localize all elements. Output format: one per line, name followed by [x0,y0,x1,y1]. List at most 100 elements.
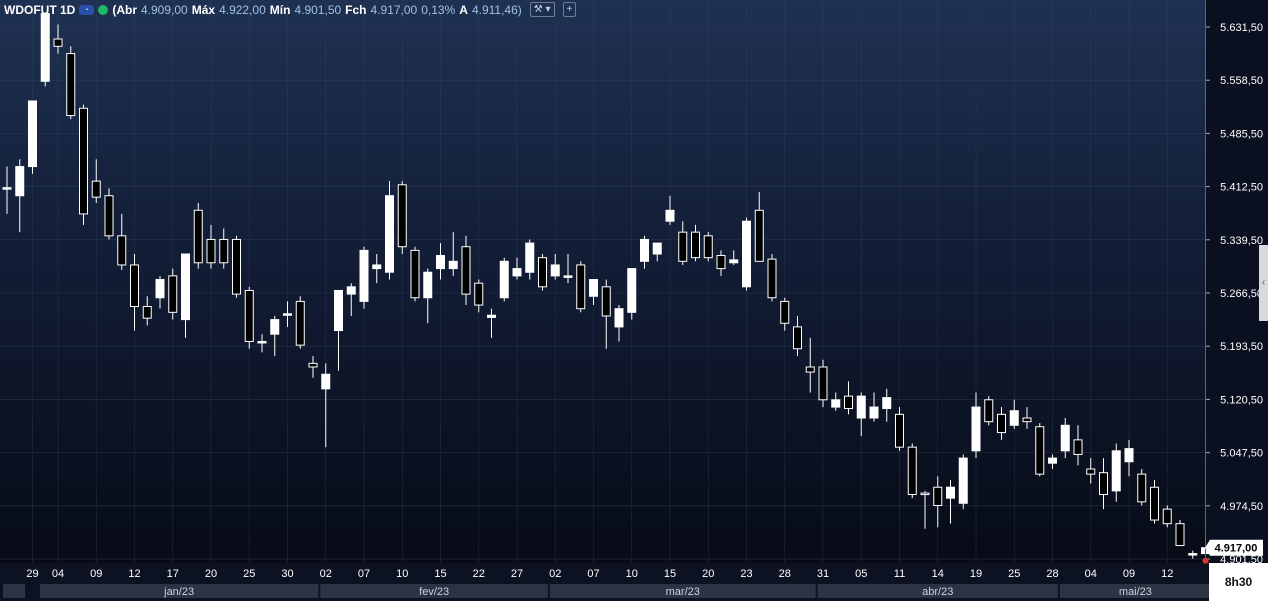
candle [193,203,203,269]
candle-body [232,238,241,295]
candle [436,243,445,280]
change-value: 0,13% [421,2,456,17]
candle-body [831,399,841,408]
candle-body [117,235,127,266]
candle-body [142,305,152,319]
candle [130,254,139,331]
candle [716,250,726,276]
candle-body [563,275,573,278]
candle [142,296,152,326]
candle-body [946,486,955,499]
candle-body [359,249,369,302]
market-open-dot-icon [98,4,109,15]
candle-body [270,319,280,335]
time-tick-label: 28 [779,568,791,580]
candle [283,301,292,327]
time-tick-label: 28 [1046,568,1058,580]
time-tick-label: 20 [205,568,217,580]
candle-body [665,209,675,222]
candle-body [1150,486,1159,521]
candle [359,246,369,309]
candle [1073,425,1083,466]
candle-body [1137,473,1147,503]
time-tick-label: 04 [52,568,64,580]
candle [155,275,165,309]
close-value: 4.917,00 [370,2,418,17]
candle-body [614,308,624,328]
candle-body [2,187,12,190]
candle-body [436,254,445,270]
candle [882,388,892,422]
time-tick-label: 25 [1008,568,1020,580]
candle [703,232,713,262]
candle [1022,407,1032,429]
time-tick-label: 30 [281,568,293,580]
candle-body [538,257,547,288]
time-tick-label: 12 [1161,568,1173,580]
candle-body [181,253,190,321]
month-segment [320,584,548,598]
candle [53,24,63,54]
candle-body [627,268,637,313]
month-segment [817,584,1058,598]
month-label: jan/23 [163,586,194,598]
candle [168,268,178,320]
session-time-label[interactable]: 8h30 [1209,563,1268,601]
candle [346,283,356,316]
candle [818,359,828,408]
price-tick-label: 5.558,50 [1220,75,1263,87]
candle-body [461,246,471,295]
candle-body [40,13,50,82]
candle [895,407,904,451]
candle-body [729,259,739,264]
symbol-label[interactable]: WDOFUT 1D [4,2,76,17]
candle [856,392,866,437]
collapse-panel-button[interactable]: ‹ [1259,245,1268,321]
candle-body [907,446,917,496]
candle [1060,418,1070,459]
candle [270,315,280,357]
time-tick-label: 17 [167,568,179,580]
candle-body [130,264,139,307]
candle [1048,454,1057,470]
month-label: mai/23 [1119,586,1152,598]
candle-body [283,313,292,316]
candle-body [971,406,981,452]
month-segment [39,584,319,598]
candle [423,268,433,324]
avg-label: A [459,2,468,17]
candle-body [1086,468,1096,475]
candle-body [818,366,828,401]
candle [15,159,25,233]
candle-body [448,260,458,270]
candle-body [805,366,815,373]
candle [563,254,573,284]
candle-body [334,289,343,332]
candle-body [1022,417,1032,423]
candle-body [550,264,560,277]
time-tick-label: 27 [511,568,523,580]
price-axis-background [1205,0,1268,563]
candle-body [410,249,420,299]
candle-body [499,260,509,299]
candle [308,356,318,378]
tools-button[interactable]: ⚒ ▾ [529,2,555,17]
add-indicator-button[interactable]: + [562,2,577,17]
time-tick-label: 19 [970,568,982,580]
chart-background [0,0,1205,563]
time-tick-label: 15 [434,568,446,580]
candle-body [933,486,943,506]
candle [958,454,968,510]
candle [805,337,815,393]
candle-body [28,100,37,168]
low-label: Mín [269,2,291,17]
candle [550,254,560,280]
close-label: Fch [345,2,367,17]
candle-body [1073,439,1083,455]
candle-body [767,258,777,299]
candle [793,315,802,357]
time-tick-label: 29 [26,568,38,580]
time-tick-label: 23 [740,568,752,580]
candle [2,166,12,214]
